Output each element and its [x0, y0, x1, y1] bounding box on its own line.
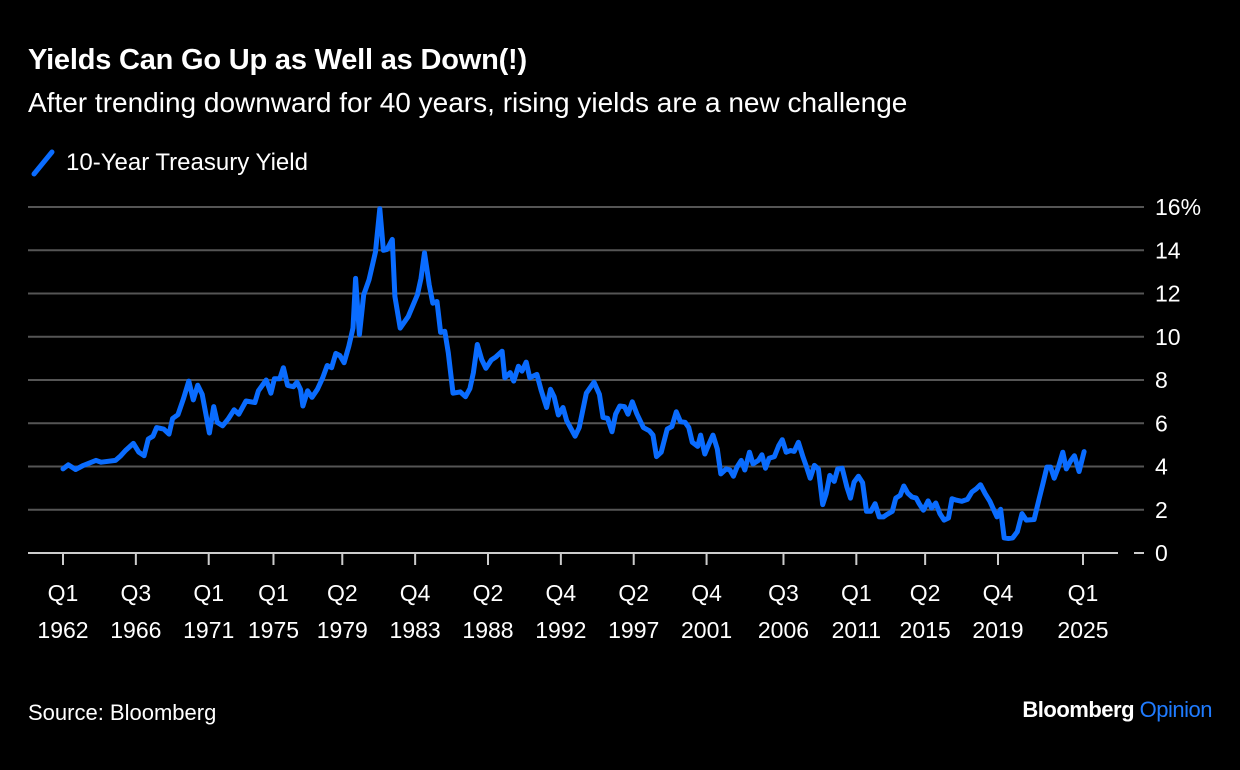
x-tick-label-year: 2001	[681, 617, 732, 643]
x-tick-label-year: 2011	[832, 617, 881, 643]
y-tick-label: 16%	[1155, 194, 1201, 220]
x-tick-label-year: 1988	[462, 617, 513, 643]
y-tick-label: 10	[1155, 324, 1181, 350]
x-tick-label-quarter: Q2	[910, 580, 941, 606]
chart-title: Yields Can Go Up as Well as Down(!)	[28, 44, 527, 76]
x-tick-label-quarter: Q4	[546, 580, 577, 606]
bloomberg-opinion-logo: Bloomberg Opinion	[1022, 697, 1212, 723]
y-tick-label: 6	[1155, 410, 1168, 436]
legend-swatch-icon	[31, 149, 55, 177]
x-tick-label-quarter: Q1	[1068, 580, 1099, 606]
y-tick-label: 0	[1155, 540, 1168, 566]
y-tick-label: 12	[1155, 281, 1181, 307]
y-tick-label: 4	[1155, 454, 1168, 480]
x-tick-label-year: 2006	[758, 617, 809, 643]
x-tick-label-year: 2019	[972, 617, 1023, 643]
x-tick-label-quarter: Q4	[691, 580, 722, 606]
logo-brand: Bloomberg	[1022, 697, 1135, 722]
source-note: Source: Bloomberg	[28, 700, 217, 725]
x-tick-label-quarter: Q1	[48, 580, 79, 606]
x-tick-label-quarter: Q3	[768, 580, 799, 606]
x-tick-label-quarter: Q1	[258, 580, 289, 606]
x-tick-label-year: 1966	[110, 617, 161, 643]
x-tick-label-quarter: Q3	[121, 580, 152, 606]
x-tick-label-quarter: Q2	[327, 580, 358, 606]
chart-subtitle: After trending downward for 40 years, ri…	[28, 87, 908, 118]
x-tick-label-year: 1983	[390, 617, 441, 643]
x-tick-label-year: 2015	[900, 617, 951, 643]
x-tick-label-quarter: Q2	[618, 580, 649, 606]
legend: 10-Year Treasury Yield	[28, 148, 308, 178]
x-tick-label-quarter: Q4	[400, 580, 431, 606]
y-tick-label: 14	[1155, 237, 1181, 263]
y-tick-label: 8	[1155, 367, 1168, 393]
x-tick-label-quarter: Q1	[193, 580, 224, 606]
x-tick-label-year: 1962	[37, 617, 88, 643]
x-tick-label-year: 1979	[317, 617, 368, 643]
x-tick-label-quarter: Q4	[983, 580, 1014, 606]
x-tick-label-year: 1971	[183, 617, 234, 643]
x-tick-label-year: 1992	[535, 617, 586, 643]
y-tick-label: 2	[1155, 497, 1168, 523]
x-tick-label-year: 2025	[1057, 617, 1108, 643]
logo-product: Opinion	[1139, 697, 1213, 722]
x-tick-label-year: 1997	[608, 617, 659, 643]
x-tick-label-quarter: Q2	[473, 580, 504, 606]
series-line-10yr-yield	[60, 206, 1087, 541]
legend-label: 10-Year Treasury Yield	[66, 149, 308, 176]
x-tick-label-year: 1975	[248, 617, 299, 643]
x-tick-label-quarter: Q1	[841, 580, 872, 606]
